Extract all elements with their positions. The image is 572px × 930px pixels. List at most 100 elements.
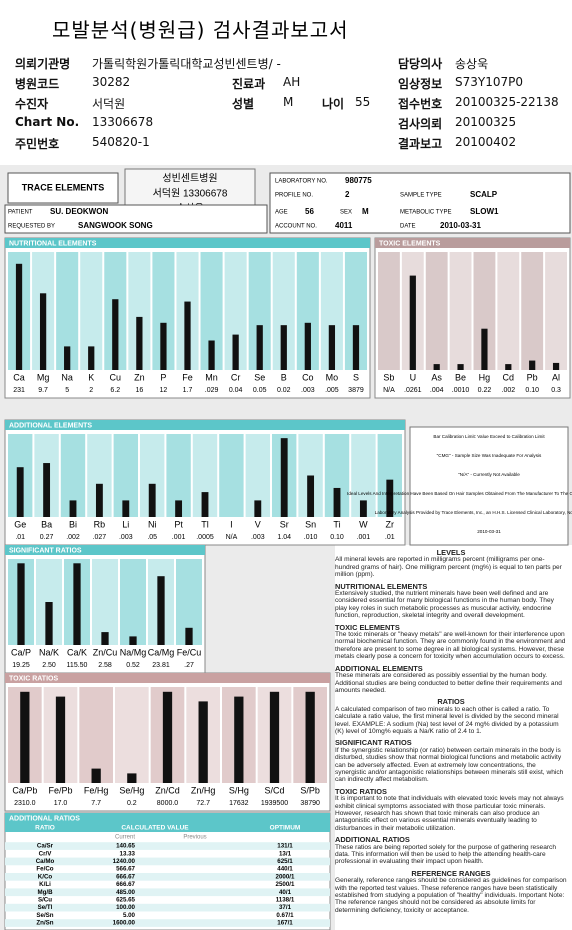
value-label: .01 [385,534,395,541]
bar [529,360,536,370]
value-label: 17632 [229,800,249,807]
report-field-label: DATE [400,224,416,230]
value-label: .0261 [404,387,422,394]
category-label: Cu [110,372,122,382]
bar [269,691,280,783]
category-label: Co [302,372,314,382]
bar [148,483,156,517]
field-value: 가톨릭학원가톨릭대학교성빈센트병/ - [92,57,281,71]
field-value: AH [283,75,301,89]
report-field-label: ACCOUNT NO. [275,224,317,230]
panel-title: TOXIC RATIOS [9,675,58,682]
note: Ideal Levels And Interpretation Have Bee… [347,491,572,496]
category-label: Sn [305,519,316,529]
field-label: 접수번호 [398,97,443,111]
bar [101,632,109,645]
section-heading: SIGNIFICANT RATIOS [335,738,412,748]
field-value: 55 [355,95,371,109]
bar [333,487,341,517]
field-label: 주민번호 [15,137,60,151]
table-cell: 2000/1 [276,873,295,880]
bar [208,340,215,370]
value-label: N/A [383,387,395,394]
category-label: Zn/Hg [191,785,216,795]
section-heading: REFERENCE RANGES [411,868,491,878]
panel-title: SIGNIFICANT RATIOS [9,547,82,554]
category-label: Ge [14,519,26,529]
category-label: Ca/P [11,647,31,657]
category-label: Ca/K [67,647,87,657]
value-label: 1.04 [277,534,291,541]
value-label: 12 [160,387,168,394]
value-label: .004 [430,387,444,394]
field-label: 성별 [232,97,255,111]
report-field-label: LABORATORY NO. [275,179,328,185]
table-cell: 2500/1 [276,881,295,888]
bar [304,322,311,370]
bar [39,293,47,370]
value-label: 16 [135,387,143,394]
table-cell: 40/1 [279,889,292,896]
table-cell: K/Co [38,873,53,880]
value-label: 0.05 [253,387,267,394]
category-label: Fe/Cu [177,647,202,657]
value-label: .010 [304,534,318,541]
notes-box [409,426,569,546]
table-cell: Ca/Mo [36,858,55,865]
bar [16,467,24,517]
table-subheader: Current [115,835,135,841]
category-label: Pb [527,372,538,382]
category-label: Rb [94,519,106,529]
field-label: 나이 [322,97,345,111]
column-stripe [120,559,146,645]
note: 2010-03-31 [477,529,501,534]
note: "CMG" - Sample Size Was Inadequate For A… [437,453,542,458]
bar [433,364,440,370]
table-cell: Zn/Sn [36,920,53,927]
stamp-line: 서덕원 13306678 [153,188,228,200]
value-label: 0.2 [127,800,137,807]
value-label: 0.27 [40,534,54,541]
bar [122,500,130,517]
category-label: Na [61,372,73,382]
bar [386,479,394,517]
bar [256,325,263,370]
table-header: RATIO [35,825,55,832]
report-field-value: 2010-03-31 [440,221,481,230]
report-title: 모발분석(병원급) 검사결과보고서 [52,18,349,42]
column-stripe [449,252,472,370]
table-cell: Se/Tl [38,904,53,911]
category-label: Be [455,372,466,382]
field-value: 20100402 [455,135,517,149]
logo: TRACE ELEMENTS [22,182,105,192]
value-label: 8000.0 [157,800,179,807]
category-label: K [88,372,94,382]
category-label: Bi [69,519,77,529]
report-field-value: 2 [345,190,350,199]
section-body: It is important to note that individuals… [335,795,564,832]
column-stripe [200,252,223,370]
value-label: 0.3 [551,387,561,394]
explanations: LEVELS All mineral levels are reported in… [335,545,567,930]
table-cell: 625/1 [277,858,293,865]
section-body: If the synergistic relationship (or rati… [335,746,564,784]
table-header: CALCULATED VALUE [121,825,189,832]
table-title-bar [5,813,330,823]
bar [232,334,239,370]
column-stripe [56,252,79,370]
bar [185,627,193,645]
field-label: 검사의뢰 [398,117,443,131]
table-header-bar [5,823,330,832]
info-box [269,172,571,234]
field-label: 결과보고 [398,137,443,151]
value-label: 2 [89,387,93,394]
bar [17,563,25,645]
category-label: P [160,372,166,382]
value-label: .0010 [452,387,470,394]
report-field-label: SAMPLE TYPE [400,193,442,199]
table-cell: 13/1 [279,850,292,857]
bar [201,492,209,517]
bar [55,696,66,783]
